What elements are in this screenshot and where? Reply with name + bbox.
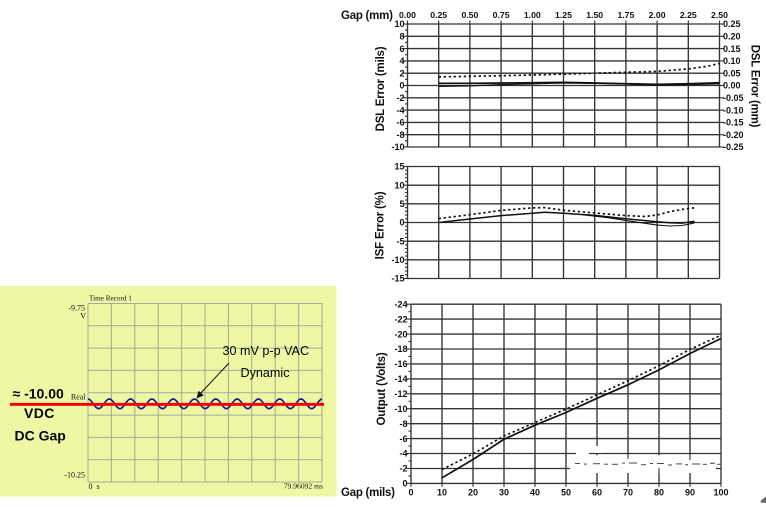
svg-text:80: 80 xyxy=(654,488,664,498)
svg-text:50: 50 xyxy=(561,488,571,498)
svg-text:100: 100 xyxy=(713,488,728,498)
svg-text:5: 5 xyxy=(399,199,404,209)
svg-text:-8: -8 xyxy=(399,419,407,429)
svg-text:2.00: 2.00 xyxy=(649,10,666,20)
svg-text:4: 4 xyxy=(399,56,404,66)
svg-text:30 mV p-p VAC: 30 mV p-p VAC xyxy=(223,344,310,358)
svg-text:-2: -2 xyxy=(399,464,407,474)
svg-text:Gap (mils): Gap (mils) xyxy=(341,487,395,499)
svg-text:1.25: 1.25 xyxy=(555,10,572,20)
svg-text:-24: -24 xyxy=(394,299,407,309)
svg-text:-4: -4 xyxy=(396,105,404,115)
svg-text:0 s: 0 s xyxy=(89,482,100,491)
svg-text:-4: -4 xyxy=(399,449,407,459)
svg-text:79.96092 ms: 79.96092 ms xyxy=(284,482,323,491)
svg-text:-15: -15 xyxy=(391,274,404,284)
svg-text:60: 60 xyxy=(592,488,602,498)
svg-text:15: 15 xyxy=(394,162,404,172)
svg-text:0.20: 0.20 xyxy=(723,32,741,42)
svg-text:0.75: 0.75 xyxy=(493,10,510,20)
svg-text:DSL Error (mils): DSL Error (mils) xyxy=(375,46,387,131)
svg-text:0: 0 xyxy=(399,218,404,228)
svg-text:-0.25: -0.25 xyxy=(723,142,744,152)
svg-text:0.25: 0.25 xyxy=(723,19,741,29)
svg-text:DSL Error (mm): DSL Error (mm) xyxy=(749,45,761,128)
svg-text:1.50: 1.50 xyxy=(586,10,603,20)
svg-text:-14: -14 xyxy=(394,374,407,384)
svg-text:6: 6 xyxy=(399,44,404,54)
svg-text:70: 70 xyxy=(623,488,633,498)
svg-text:-10: -10 xyxy=(394,404,407,414)
svg-text:90: 90 xyxy=(685,488,695,498)
svg-text:8: 8 xyxy=(399,32,404,42)
svg-text:2.25: 2.25 xyxy=(680,10,697,20)
svg-text:-2: -2 xyxy=(396,93,404,103)
svg-text:Output (Volts): Output (Volts) xyxy=(376,352,388,425)
svg-text:0.00: 0.00 xyxy=(723,81,741,91)
svg-text:-0.05: -0.05 xyxy=(723,93,744,103)
svg-text:0: 0 xyxy=(399,81,404,91)
svg-text:Dynamic: Dynamic xyxy=(241,366,290,380)
svg-text:0.15: 0.15 xyxy=(723,44,741,54)
svg-text:10: 10 xyxy=(394,180,404,190)
svg-text:0.50: 0.50 xyxy=(461,10,478,20)
svg-text:-6: -6 xyxy=(396,118,404,128)
svg-text:2: 2 xyxy=(399,68,404,78)
svg-text:1.75: 1.75 xyxy=(617,10,634,20)
svg-text:0.25: 0.25 xyxy=(430,10,447,20)
svg-text:1.00: 1.00 xyxy=(524,10,541,20)
svg-text:VDC: VDC xyxy=(24,405,55,421)
svg-text:0.10: 0.10 xyxy=(723,56,741,66)
svg-text:0: 0 xyxy=(402,479,407,489)
svg-text:V: V xyxy=(80,312,86,321)
svg-text:20: 20 xyxy=(468,488,478,498)
svg-text:-10.25: -10.25 xyxy=(64,471,85,480)
svg-text:-16: -16 xyxy=(394,359,407,369)
svg-text:-8: -8 xyxy=(396,130,404,140)
svg-text:-12: -12 xyxy=(394,389,407,399)
svg-text:0: 0 xyxy=(408,488,413,498)
svg-text:10: 10 xyxy=(437,488,447,498)
svg-text:ISF Error (%): ISF Error (%) xyxy=(375,191,387,259)
svg-text:40: 40 xyxy=(530,488,540,498)
svg-text:-10: -10 xyxy=(391,255,404,265)
svg-text:Real: Real xyxy=(71,393,86,402)
svg-text:-5: -5 xyxy=(396,236,404,246)
svg-text:Gap (mm): Gap (mm) xyxy=(341,10,393,22)
svg-text:10: 10 xyxy=(394,19,404,29)
svg-text:-0.15: -0.15 xyxy=(723,118,744,128)
svg-text:≈ -10.00: ≈ -10.00 xyxy=(13,386,64,402)
svg-text:-10: -10 xyxy=(391,142,404,152)
svg-text:-22: -22 xyxy=(394,314,407,324)
svg-text:-6: -6 xyxy=(399,434,407,444)
svg-text:-18: -18 xyxy=(394,344,407,354)
svg-text:DC Gap: DC Gap xyxy=(15,428,66,444)
svg-text:0.05: 0.05 xyxy=(723,68,741,78)
svg-text:Time Record 1: Time Record 1 xyxy=(89,295,132,303)
svg-text:-0.20: -0.20 xyxy=(723,130,744,140)
svg-text:-20: -20 xyxy=(394,329,407,339)
svg-text:30: 30 xyxy=(499,488,509,498)
svg-text:-0.10: -0.10 xyxy=(723,105,744,115)
